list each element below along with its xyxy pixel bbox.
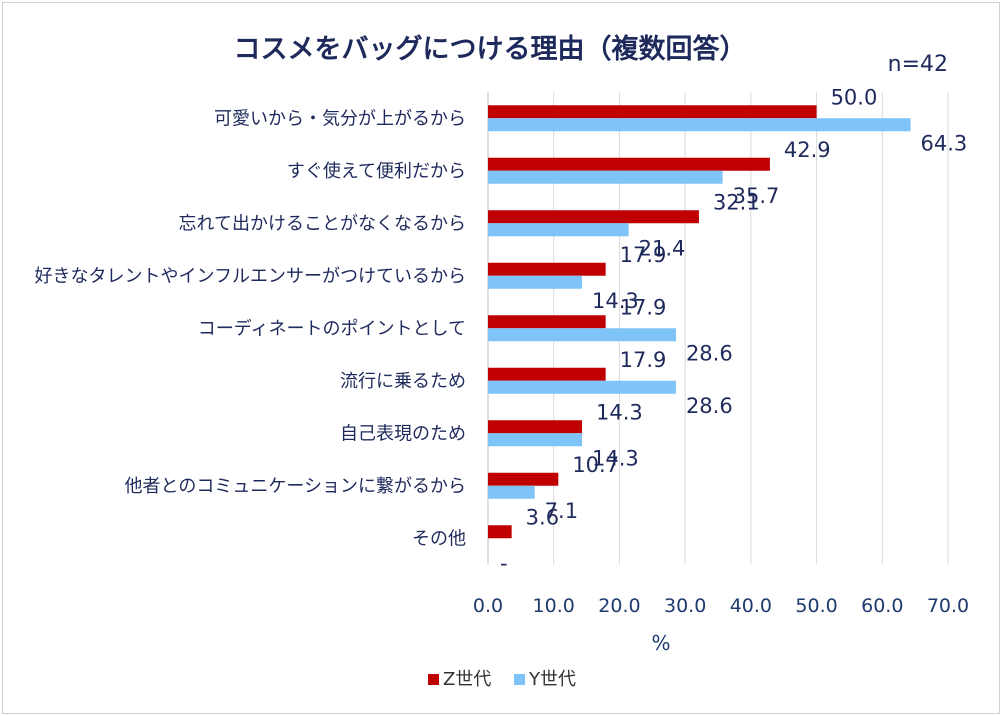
category-label: 流行に乗るため: [340, 371, 466, 392]
x-tick-label: 20.0: [598, 595, 640, 617]
data-label-y: 28.6: [686, 394, 733, 418]
data-label-y: 7.1: [545, 499, 578, 523]
category-label: 好きなタレントやインフルエンサーがつけているから: [35, 266, 466, 287]
legend-swatch: [428, 674, 439, 685]
bar-y: [488, 275, 582, 289]
bar-y: [488, 433, 582, 447]
data-label-z: 3.6: [526, 505, 559, 529]
legend: Z世代 Y世代: [428, 669, 576, 690]
x-tick-label: 30.0: [664, 595, 706, 617]
bars: [488, 105, 911, 539]
bar-y: [488, 223, 629, 237]
bar-y: [488, 380, 676, 394]
data-label-y: 21.4: [639, 236, 686, 260]
x-tick-label: 0.0: [473, 595, 503, 617]
x-axis-label: %: [651, 631, 670, 655]
data-label-z: 42.9: [784, 138, 831, 162]
chart-title: コスメをバッグにつける理由（複数回答）: [234, 33, 747, 65]
category-label: 自己表現のため: [340, 423, 466, 444]
category-label: すぐ使えて便利だから: [287, 161, 466, 182]
bar-y: [488, 170, 723, 184]
bar-z: [488, 420, 582, 434]
data-label-y: 14.3: [592, 446, 639, 470]
category-label: コーディネートのポイントとして: [198, 318, 466, 339]
x-tick-label: 10.0: [533, 595, 575, 617]
data-label-y: 35.7: [733, 184, 780, 208]
category-labels: 可愛いから・気分が上がるからすぐ使えて便利だから忘れて出かけることがなくなるから…: [35, 108, 466, 549]
x-axis-ticks: 0.0 10.0 20.0 30.0 40.0 50.0 60.0 70.0: [473, 595, 969, 617]
legend-label: Z世代: [443, 669, 491, 690]
bar-z: [488, 262, 606, 276]
bar-y: [488, 328, 676, 342]
data-label-y: 64.3: [921, 131, 968, 155]
data-label-y: -: [500, 551, 508, 575]
bar-z: [488, 210, 699, 224]
data-label-z: 17.9: [620, 295, 667, 319]
data-label-z: 17.9: [620, 348, 667, 372]
category-label: 可愛いから・気分が上がるから: [214, 108, 466, 129]
data-label-y: 14.3: [592, 289, 639, 313]
data-label-y: 28.6: [686, 341, 733, 365]
data-label-z: 17.9: [620, 243, 667, 267]
bar-z: [488, 315, 606, 329]
data-label-z: 14.3: [596, 400, 643, 424]
bar-z: [488, 472, 559, 486]
bar-y: [488, 485, 535, 499]
data-label-z: 10.7: [572, 453, 619, 477]
bar-z: [488, 105, 817, 119]
category-label: 忘れて出かけることがなくなるから: [179, 213, 466, 234]
sample-size-label: n=42: [888, 52, 948, 77]
bar-z: [488, 367, 606, 381]
x-tick-label: 70.0: [927, 595, 969, 617]
data-label-z: 50.0: [831, 85, 878, 109]
data-labels: 50.064.342.935.732.121.417.914.317.928.6…: [500, 85, 967, 575]
legend-label: Y世代: [528, 669, 576, 690]
category-label: その他: [412, 528, 466, 549]
data-label-z: 32.1: [713, 190, 760, 214]
x-tick-label: 40.0: [730, 595, 772, 617]
legend-swatch: [514, 674, 525, 685]
x-tick-label: 50.0: [795, 595, 837, 617]
bar-z: [488, 525, 512, 539]
bar-y: [488, 118, 911, 132]
category-label: 他者とのコミュニケーションに繋がるから: [125, 476, 466, 497]
x-tick-label: 60.0: [861, 595, 903, 617]
bar-z: [488, 157, 770, 171]
